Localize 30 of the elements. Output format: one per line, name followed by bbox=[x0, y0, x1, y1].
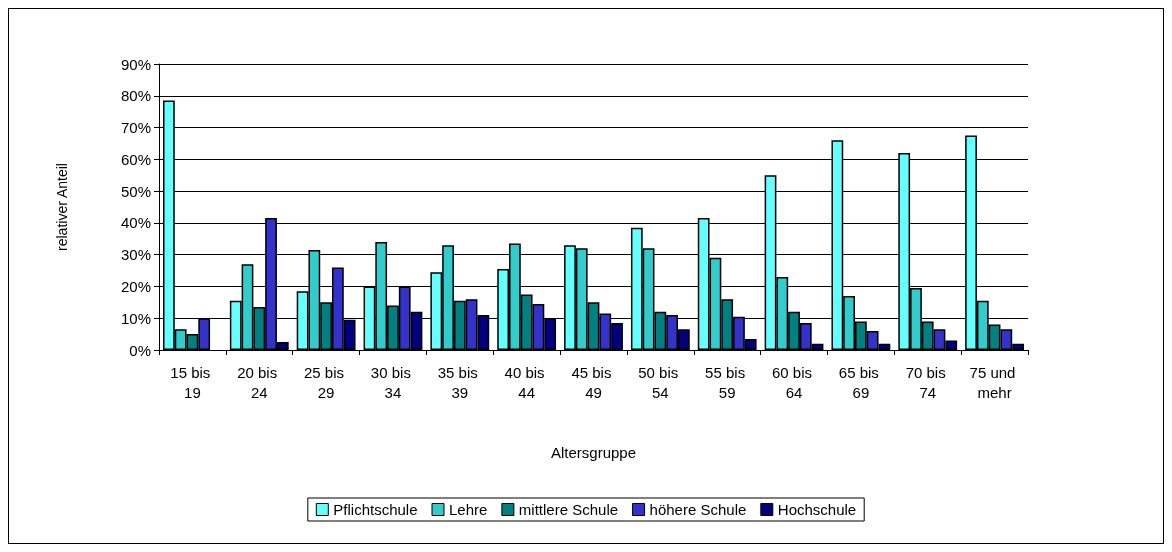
x-tick-label: 15 bis 19 bbox=[170, 363, 215, 401]
x-tick-label: 50 bis 54 bbox=[638, 363, 683, 401]
x-tick-label: 70 bis 74 bbox=[905, 363, 950, 401]
x-tick-label: 55 bis 59 bbox=[705, 363, 750, 401]
y-tick-label: 90% bbox=[120, 55, 151, 73]
y-tick-label: 60% bbox=[120, 150, 151, 168]
x-tick-label: 25 bis 29 bbox=[304, 363, 349, 401]
y-tick-label: 20% bbox=[120, 277, 151, 295]
y-tick-label: 10% bbox=[120, 309, 151, 327]
legend-label: Lehre bbox=[449, 501, 488, 518]
x-tick-label: 45 bis 49 bbox=[571, 363, 616, 401]
legend-label: Pflichtschule bbox=[333, 501, 418, 518]
legend-label: mittlere Schule bbox=[518, 501, 619, 518]
x-tick-label: 75 und mehr bbox=[969, 363, 1020, 401]
y-tick-label: 80% bbox=[120, 87, 151, 105]
x-tick-label: 35 bis 39 bbox=[437, 363, 482, 401]
y-axis-title: relativer Anteil bbox=[54, 163, 70, 251]
y-tick-label: 70% bbox=[120, 119, 151, 137]
legend-label: höhere Schule bbox=[649, 501, 747, 518]
y-tick-label: 40% bbox=[120, 214, 151, 232]
y-tick-label: 50% bbox=[120, 182, 151, 200]
y-tick-label: 0% bbox=[129, 341, 151, 359]
x-tick-label: 30 bis 34 bbox=[370, 363, 416, 401]
x-tick-label: 40 bis 44 bbox=[504, 363, 549, 401]
legend-label: Hochschule bbox=[777, 501, 857, 518]
x-axis-title: Altersgruppe bbox=[550, 444, 637, 461]
x-tick-label: 65 bis 69 bbox=[838, 363, 883, 401]
x-tick-label: 60 bis 64 bbox=[771, 363, 817, 401]
x-tick-label: 20 bis 24 bbox=[237, 363, 282, 401]
y-tick-label: 30% bbox=[120, 246, 151, 264]
